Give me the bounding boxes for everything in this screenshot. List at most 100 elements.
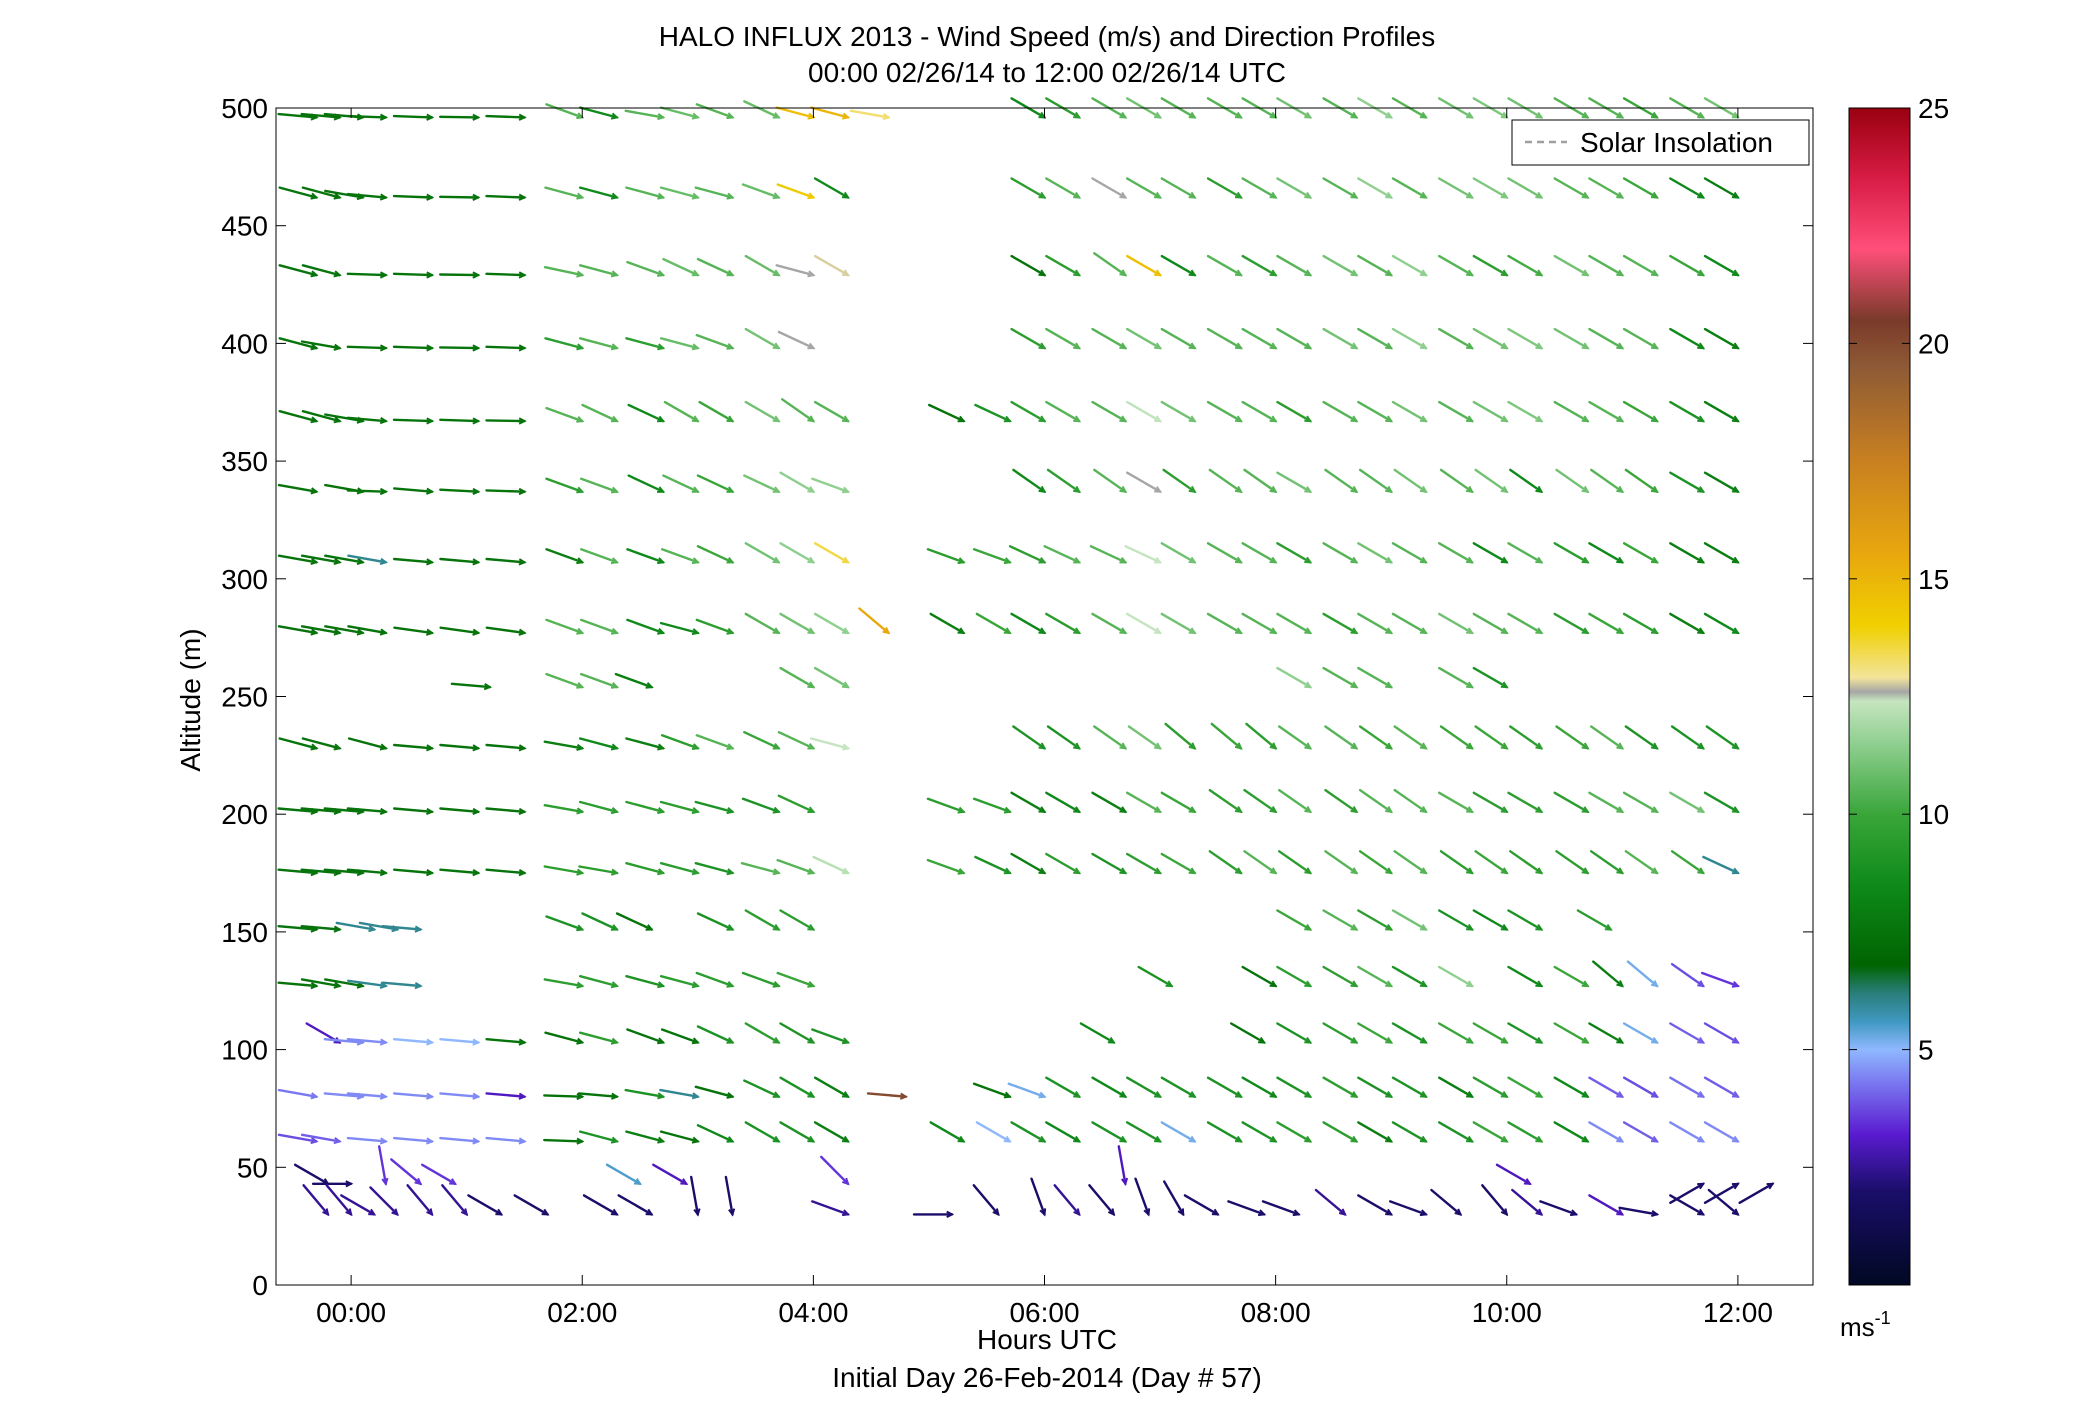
wind-arrow-head — [1003, 1091, 1012, 1099]
wind-arrow — [1093, 468, 1128, 493]
wind-arrow-shaft — [485, 1092, 526, 1098]
wind-arrow-head — [728, 1208, 736, 1217]
wind-arrow-shaft — [1669, 1194, 1705, 1216]
wind-arrow — [1046, 468, 1081, 493]
colorbar-unit-exponent: -1 — [1875, 1308, 1891, 1328]
wind-arrow — [615, 912, 654, 931]
wind-arrow-shaft — [277, 554, 318, 564]
wind-arrow-shaft — [1010, 612, 1046, 635]
wind-arrow-head — [1581, 111, 1590, 119]
wind-arrow — [1555, 850, 1590, 875]
wind-arrow-head — [310, 743, 319, 751]
wind-arrow-shaft — [1388, 1200, 1428, 1216]
wind-arrow-shaft — [659, 975, 699, 988]
wind-arrow-head — [1581, 191, 1590, 199]
wind-arrow-shaft — [1206, 400, 1243, 423]
wind-arrow — [1703, 1022, 1740, 1044]
wind-arrow-head — [345, 1180, 354, 1188]
wind-arrow-shaft — [346, 345, 387, 350]
wind-arrow — [439, 743, 481, 752]
wind-arrow-shaft — [779, 612, 815, 635]
wind-arrow — [1626, 960, 1659, 988]
wind-arrow — [775, 106, 816, 120]
wind-arrow-shaft — [1208, 468, 1243, 493]
wind-arrow-shaft — [1703, 254, 1740, 277]
wind-arrow — [580, 618, 619, 635]
wind-arrow-head — [1073, 742, 1081, 750]
wind-arrow-shaft — [662, 474, 699, 493]
wind-arrow-head — [426, 744, 435, 752]
wind-arrow-shaft — [781, 398, 815, 423]
wind-arrow — [1495, 1163, 1532, 1186]
wind-arrow — [1703, 791, 1740, 813]
wind-arrow-head — [1073, 627, 1082, 634]
wind-arrow-shaft — [1481, 1184, 1509, 1216]
wind-arrow-shaft — [277, 807, 318, 813]
wind-arrow-head — [1581, 742, 1590, 750]
wind-arrow — [1314, 1188, 1347, 1216]
wind-arrow-shaft — [1626, 960, 1659, 988]
wind-arrow-head — [310, 628, 319, 636]
wind-arrow-head — [1419, 1091, 1428, 1098]
wind-arrow-shaft — [1509, 468, 1543, 493]
wind-arrow — [626, 1028, 666, 1045]
wind-arrow-shaft — [392, 418, 434, 423]
wind-arrow-head — [1419, 191, 1428, 199]
wind-arrow-shaft — [698, 400, 734, 423]
wind-arrow-shaft — [543, 1094, 584, 1098]
wind-arrow-shaft — [1358, 725, 1393, 750]
wind-arrow-shaft — [1507, 612, 1543, 635]
wind-arrow — [1437, 666, 1475, 689]
wind-arrow — [1391, 177, 1428, 199]
wind-arrow-head — [1500, 742, 1509, 750]
wind-arrow-head — [1350, 742, 1359, 750]
wind-arrow — [741, 797, 781, 814]
wind-arrow — [485, 417, 527, 425]
x-axis-ticks: 00:00 02:00 04:00 06:00 08:00 10:00 12:00 — [316, 108, 1773, 1328]
wind-arrow — [810, 106, 851, 120]
wind-arrow — [659, 337, 700, 351]
wind-arrow — [1669, 1194, 1706, 1216]
wind-arrow-head — [1350, 681, 1359, 689]
wind-arrow-head — [472, 807, 481, 816]
wind-arrow-shaft — [1553, 791, 1589, 813]
wind-arrow-shaft — [1241, 1076, 1277, 1098]
wind-arrow-head — [957, 415, 966, 423]
wind-arrow — [1555, 725, 1590, 750]
wind-arrow — [1162, 468, 1197, 493]
wind-arrow-head — [1616, 1135, 1625, 1143]
wind-arrow-shaft — [1206, 177, 1243, 199]
wind-arrow-head — [1304, 627, 1313, 634]
wind-arrow-head — [1350, 485, 1359, 493]
wind-arrow — [393, 557, 435, 566]
wind-arrow-shaft — [1539, 1200, 1578, 1216]
wind-arrow-shaft — [545, 915, 584, 931]
wind-arrow-shaft — [324, 625, 364, 635]
wind-arrow-shaft — [1276, 1022, 1312, 1044]
wind-arrow-shaft — [1322, 1022, 1358, 1044]
wind-arrow-shaft — [300, 925, 341, 931]
wind-arrow-head — [1419, 269, 1428, 277]
wind-arrow — [1700, 971, 1740, 988]
wind-arrow-shaft — [1669, 471, 1705, 493]
wind-arrow — [1588, 791, 1625, 813]
wind-arrow-head — [576, 486, 585, 494]
wind-arrow — [1125, 1121, 1163, 1143]
wind-arrow-head — [1385, 1135, 1394, 1143]
wind-arrow-head — [1500, 191, 1509, 199]
wind-arrow-shaft — [696, 1025, 734, 1044]
wind-arrow-shaft — [1555, 468, 1589, 493]
wind-arrow-shaft — [605, 1163, 642, 1186]
wind-arrow — [381, 981, 423, 990]
wind-arrow — [1507, 542, 1544, 564]
wind-arrow-head — [1038, 1091, 1047, 1099]
wind-arrow-shaft — [1091, 400, 1127, 423]
wind-arrow-shaft — [779, 471, 815, 493]
wind-arrow — [1358, 850, 1394, 875]
wind-arrow-head — [1188, 111, 1197, 119]
wind-arrow-head — [460, 1208, 469, 1217]
wind-arrow-head — [1535, 980, 1544, 988]
wind-arrow — [1241, 965, 1278, 988]
wind-arrow-shaft — [1357, 1121, 1393, 1143]
